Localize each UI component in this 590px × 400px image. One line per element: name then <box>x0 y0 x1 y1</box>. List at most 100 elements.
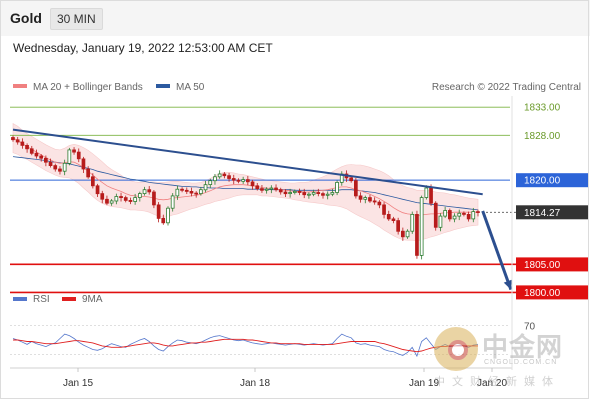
candle-body <box>25 144 29 150</box>
candle-body <box>231 178 236 181</box>
candle-body <box>386 213 391 220</box>
candle-body <box>166 207 170 224</box>
price-tag-bg <box>516 205 588 220</box>
candle-body <box>86 168 90 178</box>
candle-body <box>382 204 386 215</box>
research-credit: Research © 2022 Trading Central <box>432 82 581 93</box>
watermark-brand: 中金网 <box>482 333 564 363</box>
candle-body <box>245 179 250 183</box>
candle-body <box>264 188 269 191</box>
candle-body <box>349 177 354 182</box>
candle-body <box>424 187 429 198</box>
legend-label-ma20: MA 20 + Bollinger Bands <box>33 82 143 93</box>
candle-body <box>368 197 372 202</box>
legend-swatch-ma50 <box>156 84 170 88</box>
candle-body <box>180 188 184 191</box>
candle-body <box>260 188 264 191</box>
candle-body <box>133 197 137 202</box>
candle-body <box>194 192 198 195</box>
candle-body <box>95 185 100 195</box>
x-axis-labels: Jan 15 Jan 18 Jan 19 Jan 20 <box>63 368 507 389</box>
candle-body <box>175 188 180 197</box>
candle-body <box>152 191 156 206</box>
candle-body <box>405 230 410 238</box>
candle-body <box>283 191 288 195</box>
candle-body <box>307 193 311 196</box>
candle-body <box>438 215 443 228</box>
candle-body <box>278 189 283 193</box>
candle-body <box>123 197 128 201</box>
candle-body <box>62 162 67 172</box>
candle-body <box>128 199 133 202</box>
candle-body <box>76 151 81 160</box>
candle-body <box>109 200 114 204</box>
watermark-logo-icon <box>434 327 478 371</box>
candle-body <box>419 197 424 256</box>
candle-body <box>433 202 438 228</box>
legend-swatch-9ma <box>62 297 76 301</box>
forecast-arrow-head <box>503 279 512 290</box>
instrument-title: Gold <box>10 10 42 26</box>
candle-body <box>198 189 203 194</box>
watermark: 中金网 CNGOLD.COM.CN 中文财经新媒体 <box>432 325 584 391</box>
candle-body <box>105 198 109 204</box>
candle-body <box>189 190 194 194</box>
candle-body <box>58 168 62 172</box>
candle-body <box>119 196 123 199</box>
ma20-line <box>12 137 478 216</box>
watermark-tagline: 中文财经新媒体 <box>434 375 560 388</box>
candle-body <box>15 139 20 143</box>
candle-body <box>396 220 401 232</box>
candle-body <box>443 210 448 217</box>
candle-body <box>222 173 227 177</box>
candle-body <box>20 141 25 146</box>
candle-body <box>471 211 476 220</box>
legend-swatch-ma20 <box>13 84 27 88</box>
candle-body <box>241 179 245 182</box>
price-tag-bg <box>516 257 588 272</box>
price-tag-bg <box>516 173 588 188</box>
forecast-arrow-shaft <box>481 210 513 291</box>
candle-body <box>457 212 462 217</box>
price-tag-label: 1828.00 <box>524 131 561 142</box>
legend-label-ma50: MA 50 <box>176 82 205 93</box>
rsi-9ma-line <box>13 338 478 353</box>
candle-body <box>269 187 274 190</box>
candle-body <box>415 213 419 256</box>
x-axis-label: Jan 20 <box>477 378 507 389</box>
candle-body <box>81 158 86 170</box>
candle-body <box>227 175 231 179</box>
resistance-trendline <box>12 128 483 196</box>
candle-body <box>353 180 358 197</box>
candle-body <box>91 176 95 187</box>
chart-datetime: Wednesday, January 19, 2022 12:53:00 AM … <box>13 41 273 55</box>
candle-body <box>100 193 105 200</box>
candle-body <box>476 211 480 214</box>
candle-body <box>114 196 119 202</box>
candle-body <box>462 212 466 215</box>
candle-body <box>377 201 382 206</box>
candle-body <box>137 193 142 198</box>
candle-body <box>147 189 152 193</box>
candle-body <box>72 149 76 153</box>
candle-body <box>292 190 297 193</box>
candle-body <box>274 187 278 191</box>
ma50-line <box>12 156 479 211</box>
bollinger-band <box>12 122 479 242</box>
rsi-panel: 70 <box>10 321 536 358</box>
candle-body <box>255 185 260 190</box>
x-axis-label: Jan 18 <box>240 378 270 389</box>
candle-body <box>410 213 415 232</box>
timeframe-button[interactable]: 30 MIN <box>50 8 103 30</box>
price-panel: 1833.00 1828.00 1820.00 1814.27 1805.00 1800.… <box>10 103 588 300</box>
candle-body <box>236 179 241 182</box>
candle-body <box>297 190 302 193</box>
candle-body <box>44 157 48 163</box>
legend-swatch-rsi <box>13 297 27 301</box>
candle-body <box>184 189 189 192</box>
watermark-url: CNGOLD.COM.CN <box>484 359 558 366</box>
candle-body <box>11 137 15 141</box>
candle-body <box>302 192 307 196</box>
candle-body <box>203 184 208 191</box>
